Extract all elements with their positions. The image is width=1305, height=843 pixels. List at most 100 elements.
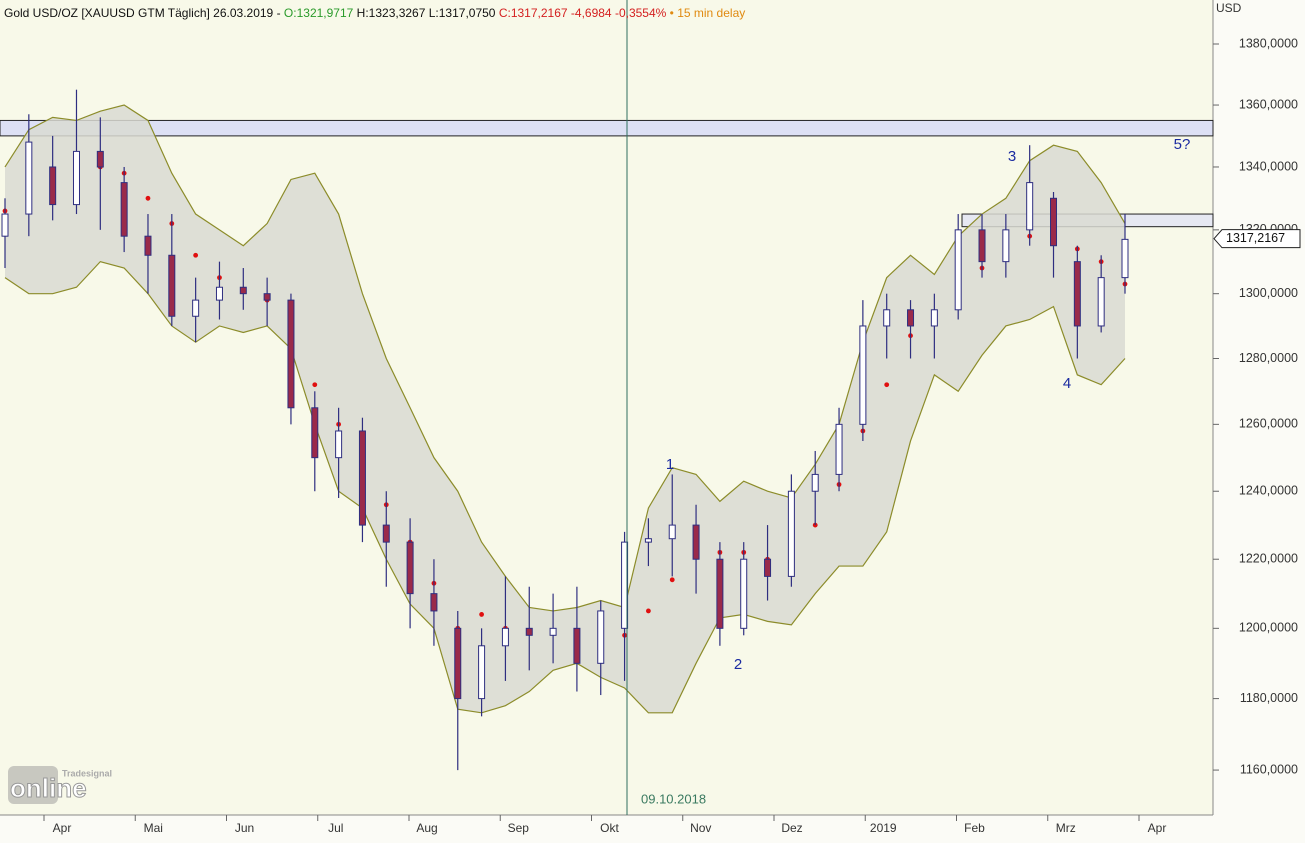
x-axis-background: [0, 815, 1213, 843]
sar-dot: [669, 577, 675, 583]
candle-body: [1097, 277, 1105, 327]
x-tick-label: Mrz: [1056, 821, 1076, 835]
candle-body: [406, 541, 414, 595]
header-high: H:1323,3267: [357, 6, 426, 20]
last-price-label: 1317,2167: [1226, 231, 1285, 245]
y-tick-label: 1300,0000: [1239, 286, 1298, 300]
resistance-zone: [0, 119, 1214, 137]
candle-body: [49, 166, 57, 206]
candle-body: [1, 213, 9, 237]
logo-brand: Tradesignal: [62, 768, 112, 778]
axis-background: [1213, 0, 1305, 843]
bollinger-line: [4, 104, 1126, 612]
candle-body: [1002, 229, 1010, 263]
candle-body: [621, 541, 629, 629]
sar-dot: [646, 608, 651, 614]
wave-label: 4: [1063, 375, 1071, 392]
x-tick-label: Okt: [600, 821, 619, 835]
x-tick-label: Jun: [235, 821, 254, 835]
sar-dot: [193, 252, 199, 258]
x-tick-label: Sep: [508, 821, 530, 835]
y-tick-label: 1380,0000: [1239, 36, 1298, 50]
sar-dot: [479, 612, 484, 617]
candle-body: [168, 254, 176, 317]
x-tick-label: Mai: [144, 821, 163, 835]
y-tick-label: 1340,0000: [1239, 159, 1298, 173]
x-tick-label: Jul: [328, 821, 343, 835]
wave-label: 5?: [1174, 136, 1191, 153]
logo-product: online: [10, 773, 87, 803]
wave-label: 3: [1008, 148, 1016, 165]
header: Gold USD/OZ [XAUUSD GTM Täglich] 26.03.2…: [4, 6, 745, 20]
bollinger-fill: [5, 105, 1125, 713]
candle-body: [692, 524, 700, 560]
candle-body: [549, 627, 557, 636]
header-open: O:1321,9717: [284, 6, 354, 20]
header-instrument: Gold USD/OZ [XAUUSD GTM Täglich]: [4, 6, 210, 20]
x-tick-label: 2019: [870, 821, 897, 835]
candle-body: [978, 229, 986, 263]
candle-body: [716, 558, 724, 629]
x-tick-label: Aug: [416, 821, 437, 835]
candle-body: [930, 309, 938, 327]
y-unit-label: USD: [1216, 1, 1242, 15]
header-change-pct: -0,3554%: [615, 6, 667, 20]
candle-body: [644, 538, 652, 543]
sar-dot: [145, 195, 151, 201]
x-tick-label: Nov: [690, 821, 711, 835]
last-price-tag: [1213, 229, 1301, 249]
candle-body: [954, 229, 962, 311]
candle-body: [859, 325, 867, 425]
candle-body: [525, 627, 533, 636]
x-tick-label: Dez: [781, 821, 802, 835]
candle-body: [573, 627, 581, 664]
candle-body: [120, 182, 128, 237]
candle-body: [239, 286, 247, 295]
header-date: 26.03.2019: [213, 6, 273, 20]
header-close: C:1317,2167: [499, 6, 568, 20]
candle-body: [72, 150, 80, 206]
y-tick-label: 1200,0000: [1239, 621, 1298, 635]
candle-body: [335, 430, 343, 459]
candle-body: [1026, 182, 1034, 231]
candle-body: [501, 627, 509, 647]
candle-body: [764, 558, 772, 577]
logo-badge: [8, 766, 58, 804]
candle-body: [25, 141, 33, 215]
candle-body: [454, 627, 462, 700]
header-change: -4,6984: [571, 6, 612, 20]
y-tick-label: 1180,0000: [1240, 691, 1298, 705]
candle-body: [192, 299, 200, 317]
candle-body: [144, 235, 152, 256]
candle-body: [263, 293, 271, 301]
y-tick-label: 1220,0000: [1239, 552, 1298, 566]
y-tick-label: 1280,0000: [1239, 351, 1298, 365]
candle-body: [740, 558, 748, 629]
candle-body: [430, 593, 438, 612]
x-tick-label: Feb: [964, 821, 985, 835]
y-tick-label: 1360,0000: [1239, 97, 1298, 111]
header-sep: -: [277, 6, 281, 20]
candle-body: [311, 407, 319, 459]
y-tick-label: 1160,0000: [1240, 762, 1298, 776]
candle-body: [668, 524, 676, 540]
candle-body: [382, 524, 390, 543]
candle-body: [883, 309, 891, 327]
bollinger-line: [4, 260, 1126, 714]
candle-body: [287, 299, 295, 409]
candle-body: [478, 645, 486, 700]
candle-body: [597, 610, 605, 664]
candle-body: [1121, 238, 1129, 279]
wave-label: 1: [666, 456, 674, 473]
candle-body: [1050, 197, 1058, 247]
header-delay: • 15 min delay: [670, 6, 746, 20]
y-tick-label: 1260,0000: [1239, 417, 1298, 431]
candle-body: [1073, 261, 1081, 327]
sar-dot: [884, 382, 890, 388]
candle-body: [96, 150, 104, 168]
header-low: L:1317,0750: [429, 6, 496, 20]
candle-body: [787, 490, 795, 577]
candle-body: [835, 423, 843, 475]
